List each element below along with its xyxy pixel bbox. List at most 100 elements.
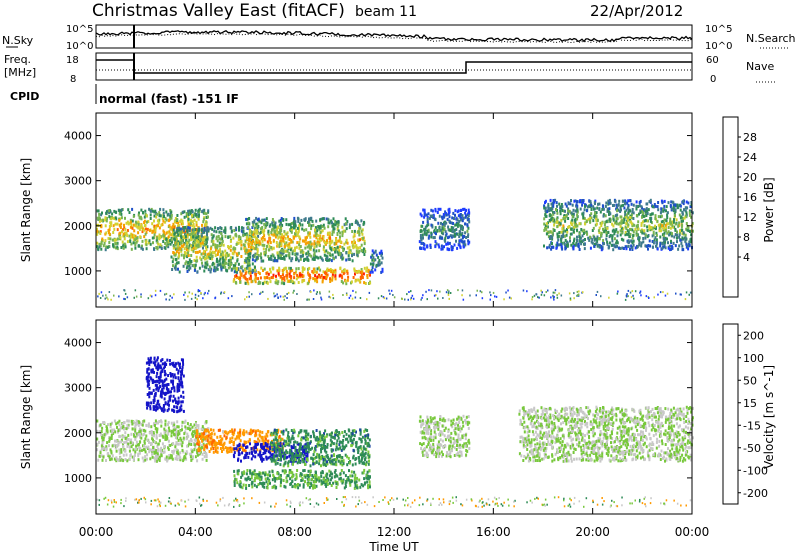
heatmap-cell	[282, 248, 285, 252]
heatmap-cell	[284, 236, 287, 240]
heatmap-cell	[146, 379, 149, 383]
heatmap-cell	[169, 242, 172, 246]
heatmap-cell	[221, 254, 224, 258]
heatmap-cell	[198, 266, 201, 270]
heatmap-cell	[303, 218, 306, 222]
heatmap-cell	[288, 266, 291, 270]
heatmap-cell	[430, 223, 433, 227]
heatmap-cell	[449, 229, 452, 232]
heatmap-cell	[262, 269, 264, 272]
heatmap-cell	[627, 230, 630, 234]
heatmap-cell	[322, 270, 325, 274]
heatmap-cell	[186, 229, 189, 233]
heatmap-cell	[573, 297, 575, 300]
heatmap-cell	[615, 207, 618, 211]
heatmap-cell	[137, 213, 140, 217]
heatmap-cell	[215, 230, 218, 234]
heatmap-cell	[663, 242, 666, 246]
heatmap-cell	[267, 233, 270, 237]
heatmap-cell	[299, 237, 302, 241]
heatmap-cell	[133, 229, 136, 233]
heatmap-cell	[138, 451, 141, 455]
heatmap-cell	[161, 358, 164, 362]
heatmap-cell	[135, 419, 138, 423]
heatmap-cell	[569, 298, 572, 301]
heatmap-cell	[547, 289, 549, 292]
heatmap-cell	[609, 233, 612, 237]
heatmap-cell	[201, 452, 204, 456]
heatmap-cell	[228, 245, 231, 249]
heatmap-cell	[570, 227, 573, 231]
heatmap-cell	[334, 277, 337, 281]
heatmap-cell	[145, 445, 148, 449]
heatmap-cell	[102, 438, 105, 441]
heatmap-cell	[281, 223, 284, 227]
heatmap-cell	[625, 215, 628, 219]
heatmap-cell	[684, 206, 687, 210]
heatmap-cell	[183, 247, 186, 251]
heatmap-cell	[172, 235, 175, 239]
heatmap-cell	[205, 245, 207, 249]
heatmap-cell	[187, 246, 190, 250]
heatmap-cell	[454, 223, 457, 227]
heatmap-cell	[268, 257, 270, 261]
heatmap-cell	[151, 209, 154, 213]
heatmap-cell	[145, 243, 148, 247]
heatmap-cell	[657, 293, 659, 296]
heatmap-cell	[202, 217, 205, 221]
heatmap-cell	[134, 453, 136, 457]
heatmap-cell	[593, 213, 596, 217]
heatmap-cell	[190, 218, 192, 222]
heatmap-cell	[174, 247, 177, 251]
heatmap-cell	[342, 294, 344, 296]
heatmap-cell	[96, 245, 98, 249]
heatmap-cell	[328, 290, 331, 293]
heatmap-cell	[187, 226, 190, 230]
heatmap-cell	[346, 220, 349, 223]
heatmap-cell	[606, 209, 609, 213]
heatmap-cell	[106, 430, 109, 434]
heatmap-cell	[233, 250, 236, 254]
heatmap-cell	[148, 395, 151, 399]
heatmap-cell	[199, 242, 202, 246]
heatmap-cell	[220, 267, 223, 271]
heatmap-cell	[597, 202, 599, 206]
heatmap-cell	[634, 227, 637, 231]
heatmap-cell	[145, 403, 148, 407]
heatmap-cell	[296, 293, 298, 295]
heatmap-cell	[133, 456, 135, 460]
heatmap-cell	[172, 385, 175, 389]
heatmap-cell	[106, 245, 109, 249]
heatmap-cell	[205, 222, 208, 226]
heatmap-cell	[296, 252, 299, 256]
heatmap-cell	[267, 229, 270, 233]
heatmap-cell	[164, 457, 167, 461]
heatmap-cell	[218, 244, 221, 248]
heatmap-cell	[176, 425, 179, 429]
heatmap-cell	[175, 427, 178, 431]
heatmap-cell	[346, 269, 349, 273]
heatmap-cell	[426, 216, 429, 219]
heatmap-cell	[551, 207, 554, 211]
heatmap-cell	[107, 423, 109, 427]
heatmap-cell	[291, 250, 294, 254]
heatmap-cell	[559, 212, 562, 216]
heatmap-cell	[206, 255, 208, 259]
heatmap-cell	[202, 442, 205, 446]
heatmap-cell	[560, 207, 563, 211]
heatmap-cell	[317, 256, 320, 260]
heatmap-cell	[247, 226, 250, 229]
heatmap-cell	[179, 429, 182, 432]
heatmap-cell	[154, 226, 157, 230]
heatmap-cell	[167, 245, 170, 249]
heatmap-cell	[638, 243, 641, 247]
heatmap-cell	[192, 244, 195, 248]
heatmap-cell	[263, 243, 266, 247]
heatmap-cell	[158, 434, 161, 437]
heatmap-cell	[286, 293, 288, 295]
heatmap-cell	[660, 225, 663, 229]
heatmap-cell	[166, 358, 169, 362]
heatmap-cell	[156, 219, 159, 223]
heatmap-cell	[234, 437, 237, 441]
heatmap-cell	[111, 454, 114, 458]
